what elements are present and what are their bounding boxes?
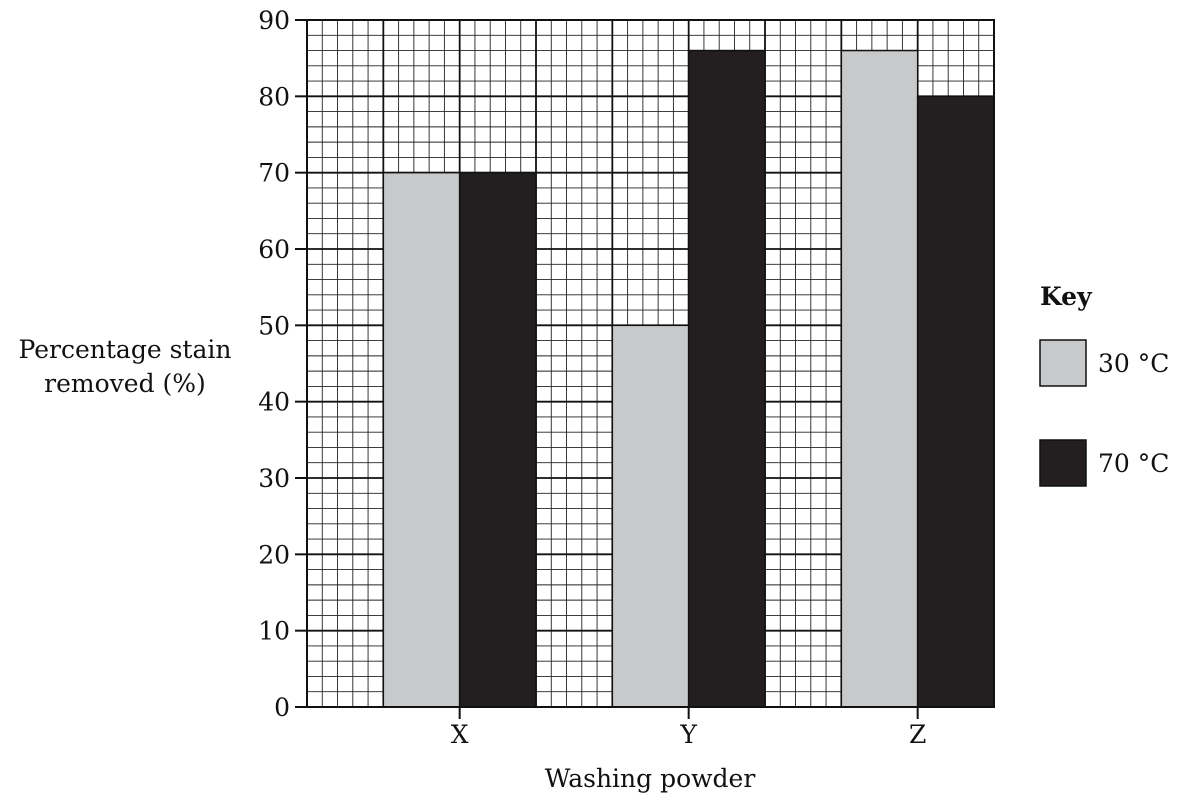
plot-frame [306, 19, 995, 708]
y-axis-label-line-2: removed (%) [44, 369, 206, 398]
bar-x-series-1 [382, 171, 461, 708]
y-tick-label: 40 [258, 388, 290, 417]
y-axis: 0 10 20 30 40 50 60 70 80 90 [258, 6, 307, 722]
legend-swatch-series-1 [1039, 339, 1087, 387]
legend: Key 30 °C 70 °C [1039, 282, 1169, 487]
y-tick-label: 20 [258, 540, 290, 569]
y-tick-label: 70 [258, 159, 290, 188]
y-tick-label: 90 [258, 6, 290, 35]
y-tick-label: 0 [274, 693, 290, 722]
y-tick-label: 10 [258, 617, 290, 646]
x-tick-label: Y [679, 720, 697, 749]
bar-z-series-2 [916, 95, 995, 708]
legend-label-series-2: 70 °C [1098, 449, 1169, 478]
bar-y-series-1 [611, 324, 690, 708]
legend-swatch-series-2 [1039, 439, 1087, 487]
y-tick-label: 80 [258, 82, 290, 111]
legend-label-series-1: 30 °C [1098, 349, 1169, 378]
bar-x-series-2 [458, 171, 537, 708]
y-axis-label-line-1: Percentage stain [19, 335, 232, 364]
legend-title: Key [1040, 282, 1093, 311]
y-tick-label: 50 [258, 311, 290, 340]
bars [382, 49, 995, 708]
y-tick-label: 60 [258, 235, 290, 264]
x-tick-label: X [451, 720, 469, 749]
bar-y-series-2 [687, 49, 766, 708]
x-axis-label: Washing powder [545, 764, 756, 793]
y-tick-label: 30 [258, 464, 290, 493]
x-tick-label: Z [909, 720, 926, 749]
x-axis: X Y Z [451, 707, 926, 749]
bar-z-series-1 [840, 49, 919, 708]
